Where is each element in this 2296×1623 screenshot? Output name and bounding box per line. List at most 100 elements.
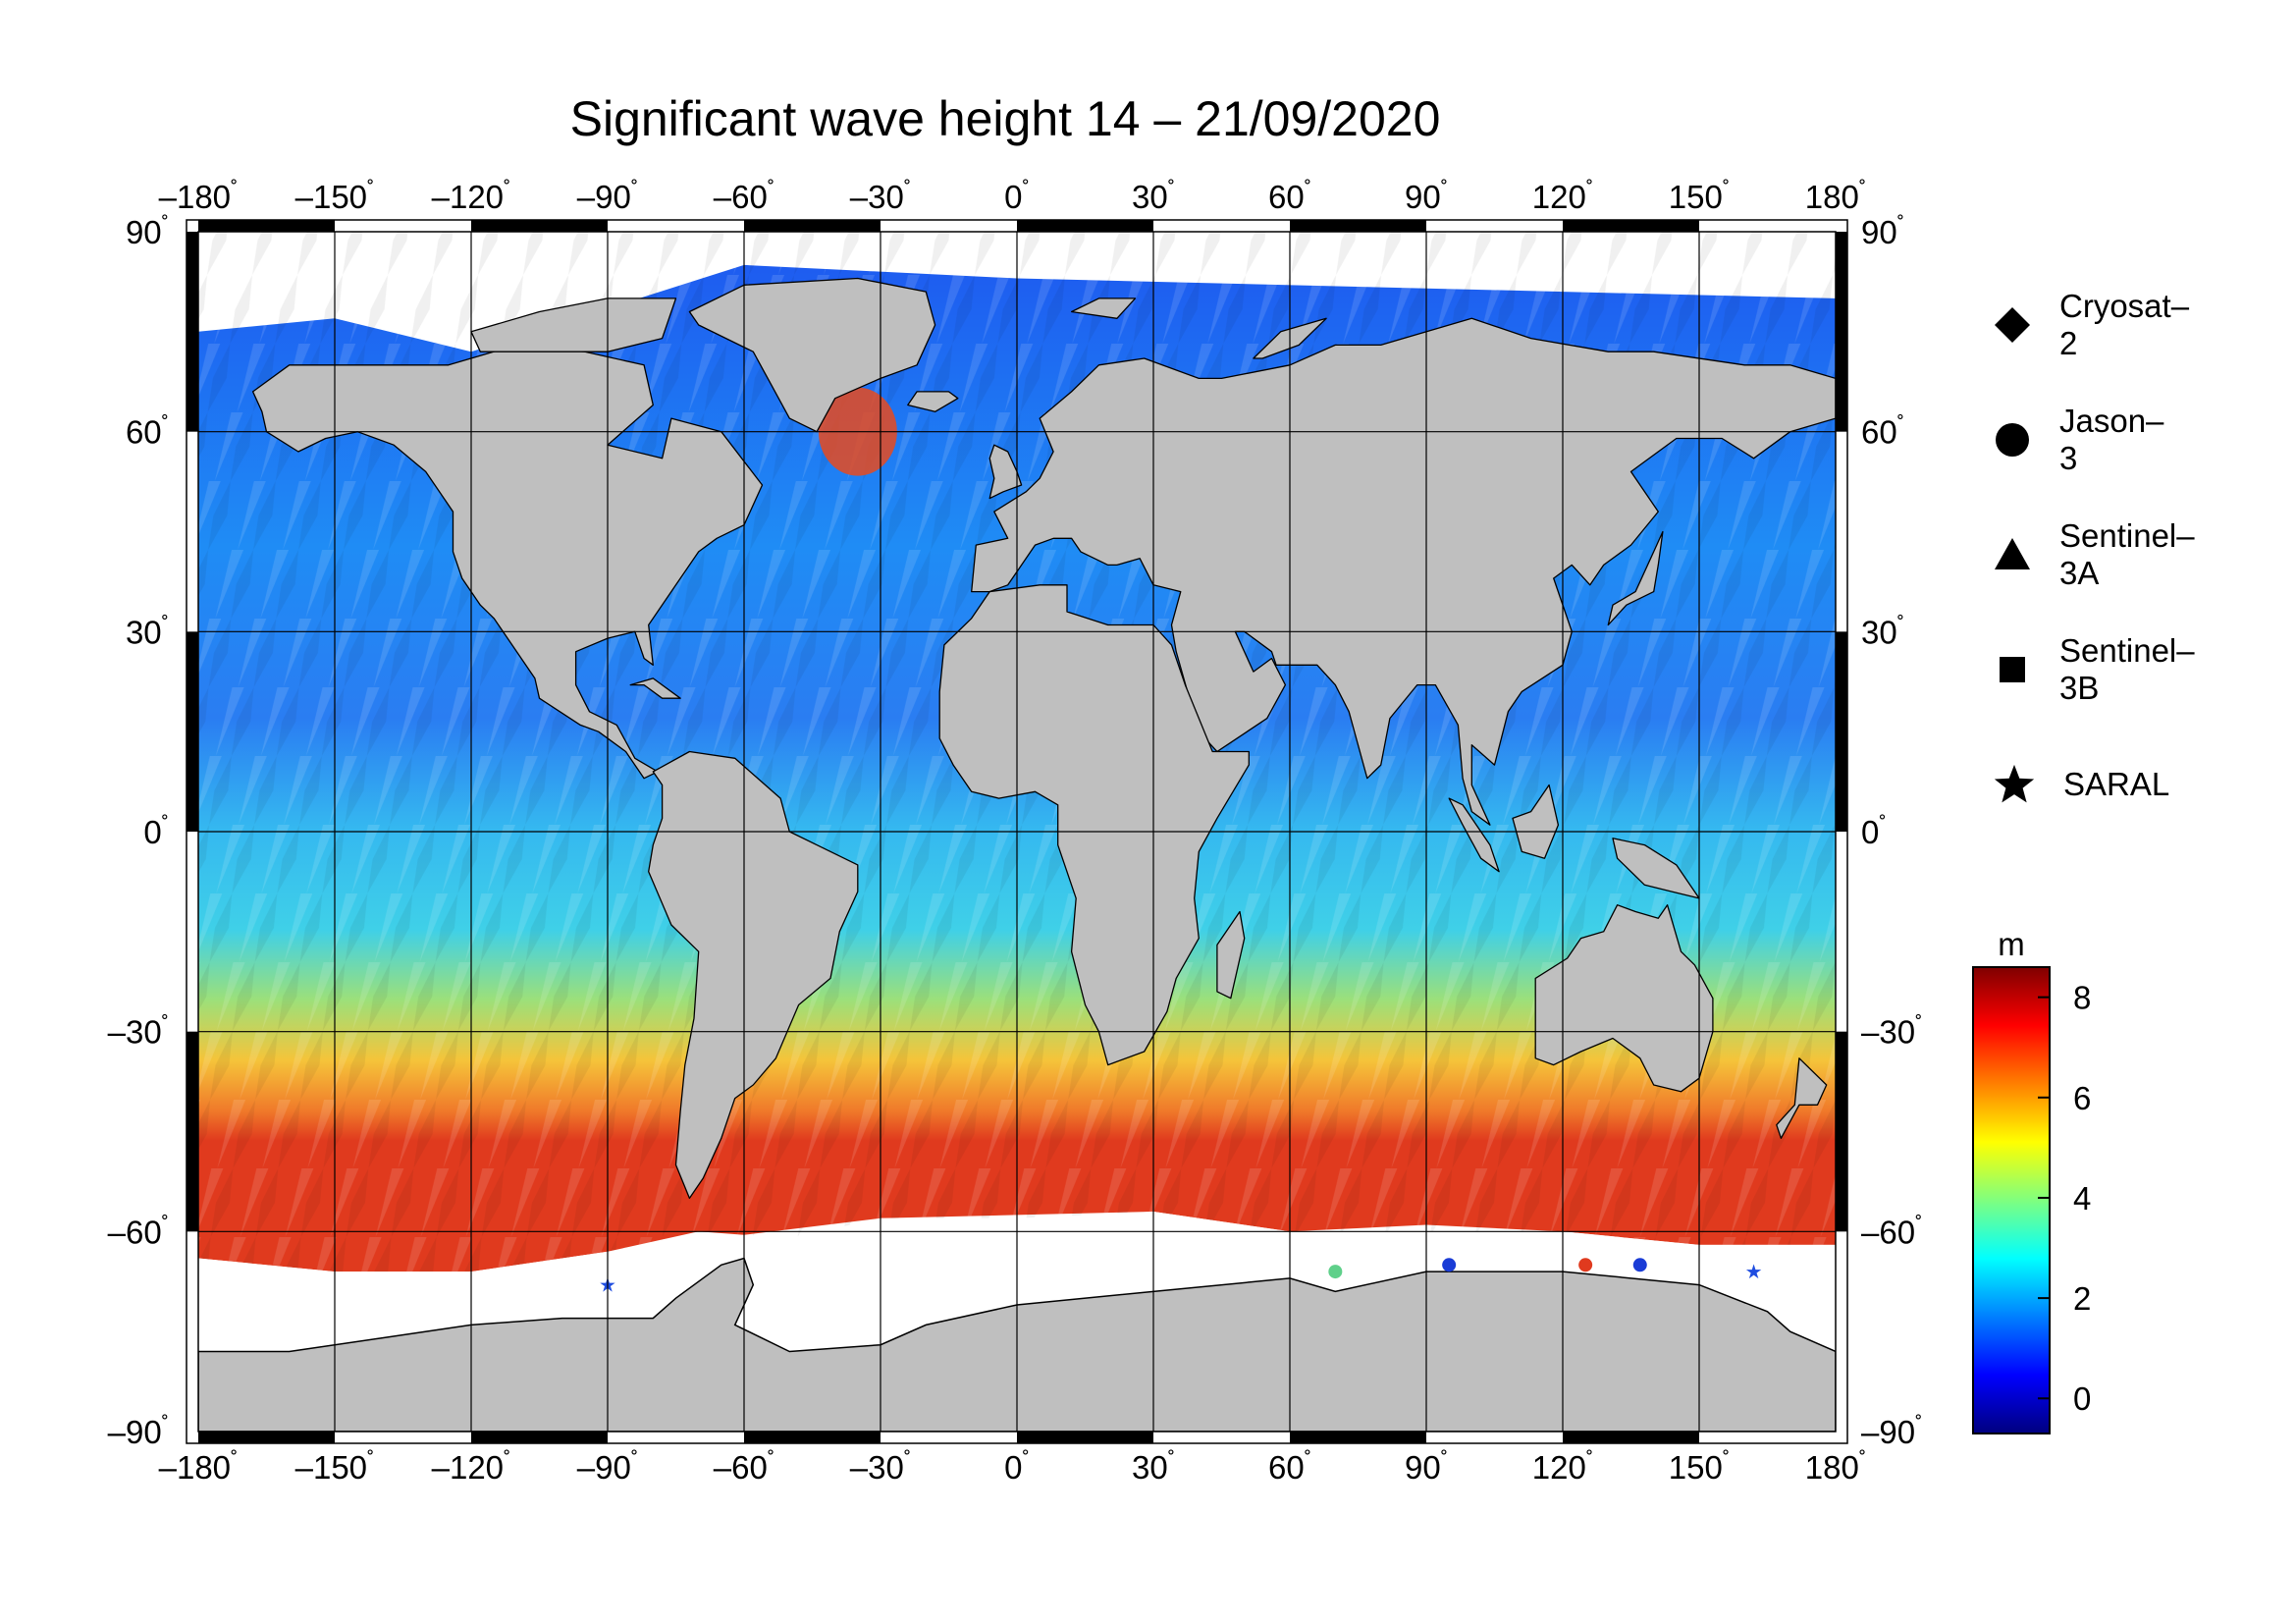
map-title: Significant wave height 14 – 21/09/2020: [569, 91, 1441, 146]
colorbar-tick-label: 2: [2073, 1280, 2091, 1317]
legend-item: Sentinel–3A: [1993, 517, 2199, 591]
lon-tick-label-top: –90˚: [577, 177, 638, 215]
frame-band-top: [198, 220, 335, 232]
colorbar-scale: [1972, 966, 2051, 1434]
legend-label: Sentinel–3A: [2059, 517, 2195, 591]
star-icon: [1993, 763, 2036, 806]
lat-tick-label-right: –60˚: [1861, 1212, 1922, 1250]
lon-tick-label-bottom: –150˚: [295, 1447, 375, 1486]
colorbar-tick-label: 4: [2073, 1180, 2091, 1217]
colorbar-tick-label: 0: [2073, 1380, 2091, 1417]
frame-band-bottom: [744, 1432, 881, 1443]
land-sumatra: [1448, 797, 1500, 873]
land-new-guinea: [1612, 838, 1700, 899]
frame-band-right: [1836, 232, 1847, 432]
lon-tick-label-bottom: 180˚: [1805, 1447, 1866, 1486]
observation-star-marker: ★: [1745, 1262, 1763, 1283]
lon-tick-label-bottom: –180˚: [159, 1447, 239, 1486]
lon-tick-label-bottom: 120˚: [1532, 1447, 1593, 1486]
frame-band-top: [1017, 220, 1153, 232]
lon-tick-label-bottom: –90˚: [577, 1447, 638, 1486]
frame-band-top: [744, 220, 881, 232]
lat-tick-label-left: –60˚: [108, 1212, 169, 1250]
lon-tick-label-bottom: 0˚: [1004, 1447, 1030, 1486]
lat-tick-label-right: 90˚: [1861, 212, 1904, 250]
lon-tick-label-top: –150˚: [295, 177, 375, 215]
land-north-america: [251, 344, 764, 780]
colorbar-tick-label: 6: [2073, 1080, 2091, 1116]
lon-tick-label-top: 60˚: [1268, 177, 1311, 215]
lon-tick-label-top: –120˚: [432, 177, 511, 215]
land-madagascar: [1216, 910, 1246, 1000]
lat-tick-label-left: 90˚: [126, 212, 169, 250]
land-svalbard: [1070, 298, 1137, 319]
frame-band-bottom: [1563, 1432, 1699, 1443]
frame-band-top: [471, 220, 608, 232]
land-scandinavia-uk: [988, 444, 1023, 500]
lat-tick-label-left: 0˚: [143, 812, 169, 850]
frame-band-right: [1836, 1031, 1847, 1232]
lon-tick-label-bottom: 30˚: [1132, 1447, 1175, 1486]
land-iceland: [907, 391, 959, 412]
frame-band-bottom: [471, 1432, 608, 1443]
legend-item: Jason–3: [1993, 403, 2167, 476]
frame-band-right: [1836, 631, 1847, 832]
triangle-icon: [1993, 533, 2032, 576]
land-cuba-caribbean: [629, 677, 681, 699]
observation-marker: [1328, 1265, 1343, 1279]
lon-tick-label-bottom: 90˚: [1405, 1447, 1448, 1486]
land-indonesia-borneo: [1512, 784, 1560, 859]
lon-tick-label-bottom: 150˚: [1669, 1447, 1730, 1486]
lon-tick-label-bottom: –30˚: [850, 1447, 911, 1486]
frame-band-top: [1290, 220, 1426, 232]
frame-band-top: [1563, 220, 1699, 232]
legend-item: Cryosat–2: [1993, 288, 2193, 361]
diamond-icon: [1993, 303, 2032, 347]
lat-tick-label-right: 60˚: [1861, 412, 1904, 451]
legend-label: Sentinel–3B: [2059, 632, 2195, 706]
lon-tick-label-bottom: 60˚: [1268, 1447, 1311, 1486]
legend-item: SARAL: [1993, 760, 2169, 809]
lat-tick-label-right: 30˚: [1861, 612, 1904, 650]
lon-tick-label-top: 90˚: [1405, 177, 1448, 215]
land-australia: [1534, 904, 1714, 1093]
colorbar-unit: m: [1998, 926, 2025, 962]
lon-tick-label-top: –60˚: [714, 177, 774, 215]
lon-tick-label-top: 120˚: [1532, 177, 1593, 215]
lon-tick-label-top: 0˚: [1004, 177, 1030, 215]
land-canadian-arctic: [470, 298, 677, 352]
observation-marker: [1578, 1258, 1593, 1272]
lon-tick-label-bottom: –60˚: [714, 1447, 774, 1486]
lat-tick-label-right: –90˚: [1861, 1412, 1922, 1450]
lon-tick-label-top: 150˚: [1669, 177, 1730, 215]
lon-tick-label-bottom: –120˚: [432, 1447, 511, 1486]
observation-marker: [1442, 1258, 1457, 1272]
lon-tick-label-top: –180˚: [159, 177, 239, 215]
lat-tick-label-right: –30˚: [1861, 1012, 1922, 1051]
legend-label: Cryosat–2: [2059, 288, 2190, 361]
circle-icon: [1993, 418, 2032, 461]
land-south-america: [648, 750, 859, 1200]
lat-tick-label-left: 30˚: [126, 612, 169, 650]
lon-tick-label-top: 30˚: [1132, 177, 1175, 215]
land-japan: [1607, 530, 1664, 626]
land-greenland: [688, 277, 936, 433]
lon-tick-label-top: –30˚: [850, 177, 911, 215]
lat-tick-label-right: 0˚: [1861, 812, 1887, 850]
frame-band-bottom: [1290, 1432, 1426, 1443]
map-frame-outer: [186, 219, 1848, 1444]
colorbar-tick-label: 8: [2073, 980, 2091, 1016]
lon-tick-label-top: 180˚: [1805, 177, 1866, 215]
legend-label: Jason–3: [2059, 403, 2164, 476]
lat-tick-label-left: –90˚: [108, 1412, 169, 1450]
legend-item: Sentinel–3B: [1993, 632, 2199, 706]
observation-marker: [1632, 1258, 1647, 1272]
lat-tick-label-left: 60˚: [126, 412, 169, 451]
legend-label: SARAL: [2063, 766, 2170, 802]
frame-band-bottom: [198, 1432, 335, 1443]
lat-tick-label-left: –30˚: [108, 1012, 169, 1051]
frame-band-left: [187, 232, 198, 432]
frame-band-left: [187, 631, 198, 832]
square-icon: [1993, 648, 2032, 691]
